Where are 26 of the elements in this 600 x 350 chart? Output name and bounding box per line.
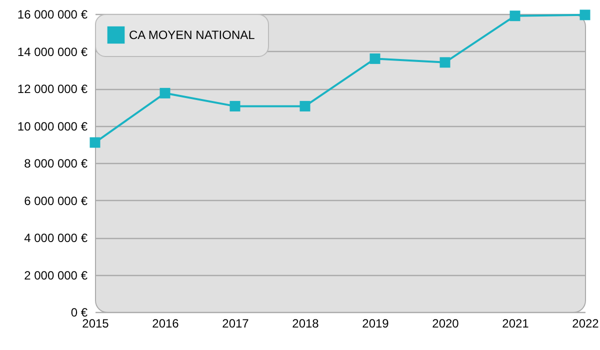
point	[370, 53, 380, 64]
y-tick-label: 16 000 000 €	[17, 8, 88, 22]
x-tick-label: 2019	[362, 316, 390, 330]
y-tick-label: 4 000 000 €	[24, 231, 88, 245]
point	[160, 88, 170, 98]
x-tick-label: 2016	[152, 316, 180, 330]
x-tick-label: 2018	[292, 316, 320, 330]
x-tick-label: 2020	[432, 316, 460, 330]
y-tick-label: 2 000 000 €	[24, 268, 88, 282]
legend-label: CA MOYEN NATIONAL	[129, 28, 256, 42]
y-tick-label: 14 000 000 €	[17, 44, 88, 59]
y-tick-label: 10 000 000 €	[17, 119, 88, 134]
x-tick-label: 2015	[82, 316, 110, 330]
point	[580, 10, 590, 20]
point	[440, 57, 450, 68]
point	[230, 100, 240, 112]
point	[510, 10, 520, 22]
point	[300, 100, 310, 112]
y-tick-label: 0 €	[70, 306, 88, 320]
y-tick-label: 6 000 000 €	[24, 194, 88, 208]
y-tick-label: 8 000 000 €	[24, 156, 88, 170]
y-tick-label: 12 000 000 €	[17, 82, 88, 96]
x-tick-label: 2022	[572, 316, 600, 330]
x-tick-label: 2021	[502, 316, 530, 330]
x-tick-label: 2017	[222, 316, 250, 330]
point	[90, 137, 100, 148]
